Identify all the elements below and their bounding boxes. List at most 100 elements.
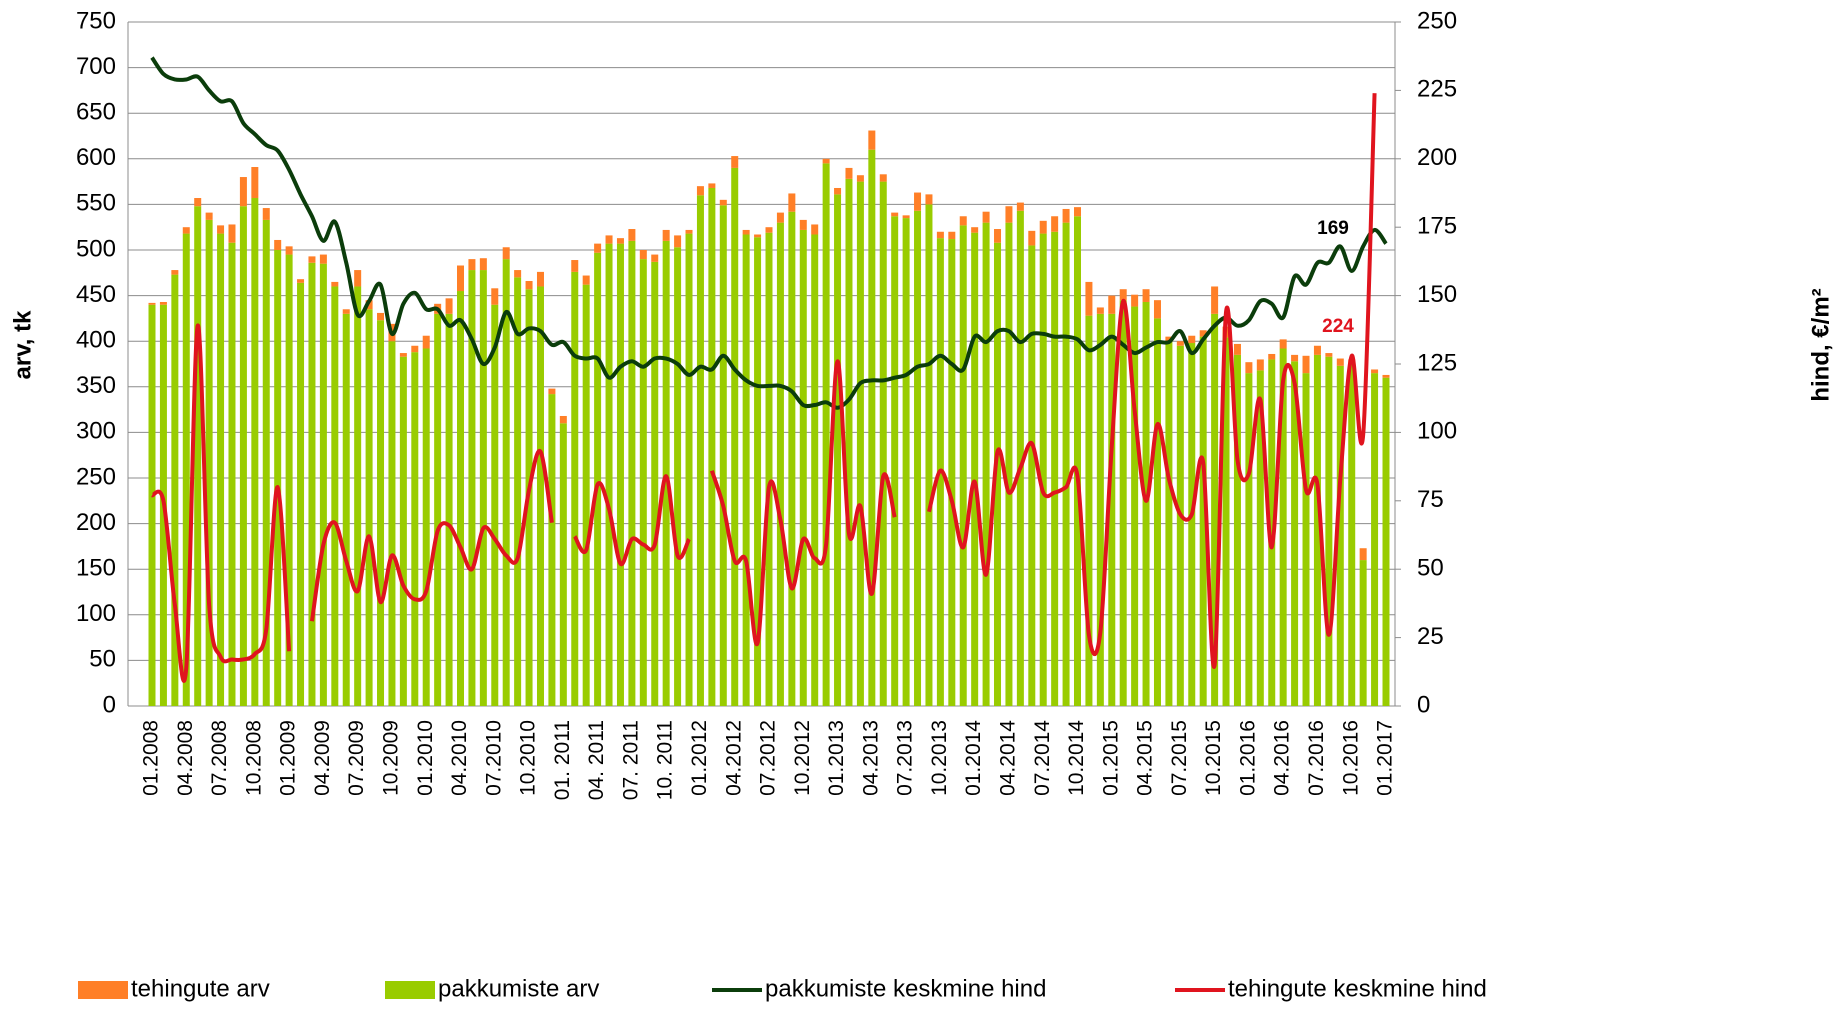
bar <box>879 174 887 182</box>
legend-label: tehingute arv <box>131 975 270 1002</box>
bar <box>1119 289 1127 301</box>
bar <box>182 227 190 234</box>
bar <box>251 198 259 707</box>
bar <box>845 167 853 179</box>
bar <box>662 240 670 706</box>
bar <box>1245 362 1253 374</box>
bar <box>502 259 510 706</box>
y-tick-label: 350 <box>76 372 116 399</box>
bar <box>342 309 350 314</box>
bar <box>696 186 704 196</box>
bar <box>776 212 784 223</box>
bar <box>468 270 476 706</box>
x-tick-label: 10.2015 <box>1202 720 1225 796</box>
bar <box>262 208 270 220</box>
line-series <box>150 56 1388 410</box>
bar <box>994 229 1002 243</box>
bar <box>1142 301 1150 706</box>
bar <box>594 252 602 706</box>
bar <box>1348 364 1356 706</box>
x-tick-label: 04.2016 <box>1271 720 1294 796</box>
y-tick-label: 0 <box>103 691 116 718</box>
bar <box>377 320 385 706</box>
bar <box>731 156 739 168</box>
legend-swatch <box>385 981 435 999</box>
bar <box>1085 315 1093 706</box>
y2-tick-label: 0 <box>1417 691 1430 718</box>
y-tick-label: 500 <box>76 235 116 262</box>
bar <box>982 211 990 223</box>
bar <box>559 415 567 424</box>
bar <box>1005 222 1013 706</box>
bar <box>1108 295 1116 314</box>
bar <box>536 271 544 287</box>
bar <box>1108 313 1116 706</box>
bar <box>1233 354 1241 706</box>
annotation: 169 <box>1317 218 1349 239</box>
bar <box>651 254 659 262</box>
y-tick-label: 550 <box>76 190 116 217</box>
bar <box>1005 206 1013 223</box>
bar <box>377 312 385 321</box>
bar <box>1313 345 1321 355</box>
bar <box>982 222 990 706</box>
bar <box>1268 353 1276 360</box>
bar <box>1051 231 1059 706</box>
x-tick-label: 10.2014 <box>1065 720 1088 796</box>
bar <box>696 195 704 706</box>
y2-tick-label: 250 <box>1417 7 1457 34</box>
x-tick-label: 01.2014 <box>962 720 985 796</box>
bar <box>582 275 590 285</box>
bar <box>319 254 327 264</box>
bar <box>1039 233 1047 707</box>
bar <box>491 304 499 706</box>
bar <box>148 304 156 706</box>
y-tick-label: 200 <box>76 509 116 536</box>
bar <box>674 235 682 248</box>
bar <box>685 233 693 707</box>
bar <box>194 206 202 706</box>
bar <box>1096 307 1104 314</box>
y-tick-label: 600 <box>76 144 116 171</box>
bar <box>1176 341 1184 346</box>
bar <box>662 229 670 241</box>
bar <box>1256 370 1264 706</box>
bar <box>628 229 636 241</box>
y-tick-label: 150 <box>76 555 116 582</box>
bar <box>594 243 602 253</box>
bar <box>959 216 967 226</box>
bar <box>422 348 430 706</box>
x-tick-label: 04.2015 <box>1134 720 1157 796</box>
bar <box>719 205 727 706</box>
y-tick-label: 100 <box>76 600 116 627</box>
bar <box>1279 339 1287 349</box>
bar <box>765 232 773 706</box>
bar <box>342 313 350 706</box>
bar <box>799 229 807 706</box>
x-tick-label: 10.2013 <box>928 720 951 796</box>
y2-axis-label: hind, €/m² <box>1807 288 1834 401</box>
bar <box>422 335 430 349</box>
y-tick-label: 650 <box>76 99 116 126</box>
bar <box>1188 343 1196 706</box>
bar <box>525 281 533 290</box>
bar <box>411 352 419 706</box>
bar <box>285 254 293 706</box>
bar <box>891 212 899 217</box>
y2-tick-label: 225 <box>1417 76 1457 103</box>
bar <box>1291 354 1299 362</box>
bar <box>548 388 556 395</box>
x-tick-label: 01.2010 <box>414 720 437 796</box>
bar <box>845 178 853 706</box>
y2-tick-label: 50 <box>1417 555 1444 582</box>
y-tick-label: 450 <box>76 281 116 308</box>
line-series <box>150 93 1377 683</box>
bar <box>571 271 579 706</box>
bar <box>331 286 339 706</box>
bar <box>971 227 979 233</box>
y-tick-label: 300 <box>76 418 116 445</box>
x-tick-label: 01.2012 <box>688 720 711 796</box>
bar <box>308 262 316 706</box>
x-tick-label: 01.2009 <box>277 720 300 796</box>
